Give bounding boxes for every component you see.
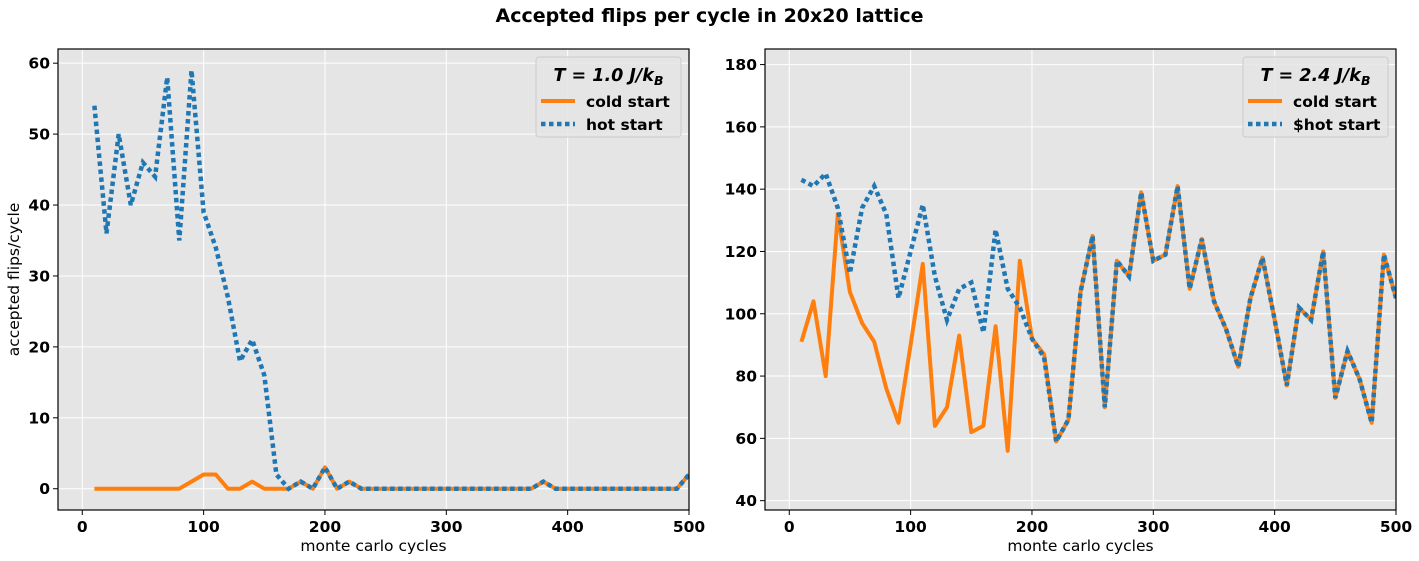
right-y-tick-label: 80 xyxy=(735,368,757,386)
left-x-tick-label: 500 xyxy=(673,518,706,536)
left-x-axis-label: monte carlo cycles xyxy=(300,537,446,555)
right-x-tick-label: 100 xyxy=(894,518,927,536)
right-legend-box xyxy=(1242,56,1389,138)
right-y-tick-label: 140 xyxy=(725,181,758,199)
left-axes-frame xyxy=(57,48,690,511)
right-legend-title-main: T = 2.4 J/k xyxy=(1261,66,1363,86)
right-y-tick-label: 120 xyxy=(725,243,758,261)
left-y-tick-label: 60 xyxy=(28,55,50,73)
right-y-tick-label: 100 xyxy=(725,305,758,323)
left-y-tick-label: 40 xyxy=(28,197,50,215)
left-y-tick-label: 20 xyxy=(28,338,50,356)
right-axes-frame xyxy=(764,48,1397,511)
right-legend-label: $hot start xyxy=(1293,116,1381,134)
left-x-tick-label: 400 xyxy=(551,518,584,536)
left-legend-label: cold start xyxy=(586,93,670,111)
left-y-axis-label: accepted flips/cycle xyxy=(5,203,23,357)
right-legend-title-subscript: B xyxy=(1361,73,1371,88)
right-series-group xyxy=(799,169,1396,453)
left-y-tick-label: 30 xyxy=(28,267,50,285)
right-x-tick-label: 400 xyxy=(1258,518,1291,536)
right-y-tick-label: 40 xyxy=(735,492,757,510)
right-y-tick-label: 180 xyxy=(725,56,758,74)
left-y-tick-label: 50 xyxy=(28,126,50,144)
left-x-tick-label: 100 xyxy=(187,518,220,536)
figure-title: Accepted flips per cycle in 20x20 lattic… xyxy=(496,5,924,27)
left-legend-title: T = 1.0 J/kB xyxy=(554,66,664,88)
left-y-tick-label: 0 xyxy=(39,480,50,498)
right-x-tick-label: 200 xyxy=(1016,518,1049,536)
right-y-tick-label: 60 xyxy=(735,430,757,448)
right-series-hot-start-line xyxy=(800,169,1396,449)
right-y-tick-label: 160 xyxy=(725,118,758,136)
left-x-tick-label: 0 xyxy=(77,518,88,536)
left-y-tick-label: 10 xyxy=(28,409,50,427)
right-x-tick-label: 300 xyxy=(1137,518,1170,536)
right-chart-panel: 0 100 200 300 400 500 40 60 80 100 120 140 160 180 mon… xyxy=(725,48,1413,555)
left-legend-box xyxy=(535,56,682,138)
left-legend-label: hot start xyxy=(586,116,663,134)
left-x-tick-label: 200 xyxy=(309,518,342,536)
right-legend-label: cold start xyxy=(1293,93,1377,111)
left-legend-title-main: T = 1.0 J/k xyxy=(554,66,656,86)
left-series-group xyxy=(92,70,689,492)
left-x-tick-label: 300 xyxy=(430,518,463,536)
right-legend-title: T = 2.4 J/kB xyxy=(1261,66,1371,88)
right-x-tick-label: 500 xyxy=(1380,518,1413,536)
left-series-hot-start-line xyxy=(92,70,689,492)
right-x-tick-label: 0 xyxy=(784,518,795,536)
right-x-axis-label: monte carlo cycles xyxy=(1007,537,1153,555)
left-chart-panel: 0 100 200 300 400 500 0 10 20 30 40 50 60 monte carlo… xyxy=(5,48,706,555)
left-legend-title-subscript: B xyxy=(654,73,664,88)
